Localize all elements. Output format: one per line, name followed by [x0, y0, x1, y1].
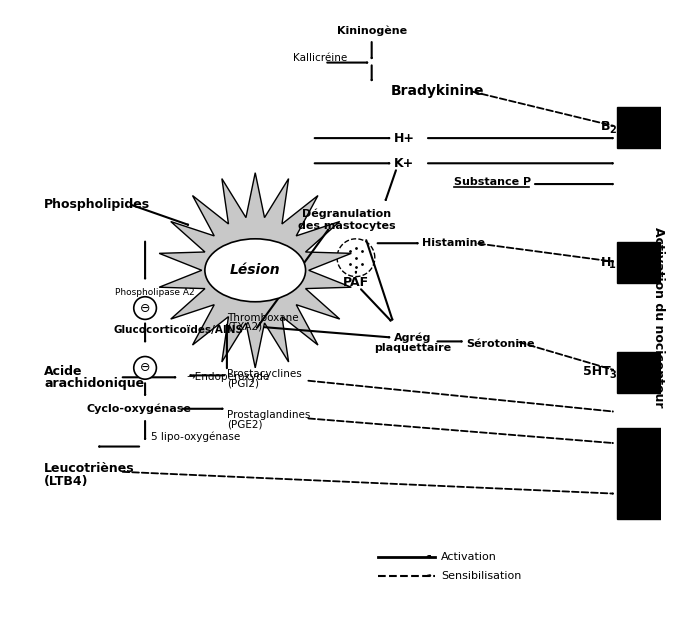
- Text: Prostaglandines: Prostaglandines: [227, 410, 310, 420]
- Text: Sensibilisation: Sensibilisation: [441, 571, 521, 580]
- Text: Kallicréine: Kallicréine: [293, 53, 347, 63]
- Text: B: B: [602, 120, 611, 133]
- Text: 5HT: 5HT: [583, 364, 611, 377]
- Text: 3: 3: [610, 370, 617, 380]
- Text: Histamine: Histamine: [422, 238, 485, 248]
- Text: Lésion: Lésion: [230, 264, 281, 277]
- Text: (LTB4): (LTB4): [44, 474, 89, 488]
- Text: des mastocytes: des mastocytes: [298, 221, 395, 231]
- Text: plaquettaire: plaquettaire: [374, 343, 451, 352]
- Text: Agrég: Agrég: [394, 332, 431, 343]
- Polygon shape: [159, 173, 351, 368]
- Bar: [617, 352, 661, 393]
- Text: H+: H+: [394, 131, 414, 145]
- Bar: [617, 242, 661, 283]
- Text: Cyclo-oxygénase: Cyclo-oxygénase: [87, 403, 191, 414]
- Text: Kininogène: Kininogène: [337, 26, 407, 36]
- Text: Activation: Activation: [441, 552, 497, 562]
- Text: Sérotonine: Sérotonine: [466, 339, 534, 349]
- Text: Leucotriènes: Leucotriènes: [44, 462, 135, 475]
- Text: (TXA2): (TXA2): [227, 322, 262, 332]
- Text: →Endoperoxyde: →Endoperoxyde: [186, 372, 270, 382]
- Text: 1: 1: [609, 260, 616, 271]
- Text: Acide: Acide: [44, 364, 83, 377]
- Text: 2: 2: [609, 125, 616, 135]
- Bar: [617, 427, 661, 519]
- Text: Phospholipase A2: Phospholipase A2: [115, 288, 194, 297]
- Ellipse shape: [205, 239, 306, 302]
- Circle shape: [134, 356, 157, 379]
- Text: (PGE2): (PGE2): [227, 420, 263, 429]
- Text: ⊖: ⊖: [140, 302, 150, 314]
- Text: Prostacyclines: Prostacyclines: [227, 369, 301, 379]
- Circle shape: [134, 297, 157, 319]
- Text: Glucocorticoïdes/AINS: Glucocorticoïdes/AINS: [114, 325, 244, 335]
- Bar: [617, 107, 661, 147]
- Text: Substance P: Substance P: [453, 177, 531, 187]
- Text: Thromboxane: Thromboxane: [227, 312, 299, 323]
- Text: 5 lipo-oxygénase: 5 lipo-oxygénase: [151, 432, 240, 443]
- Text: Phospholipides: Phospholipides: [44, 197, 150, 211]
- Text: (PGI2): (PGI2): [227, 378, 259, 389]
- Text: Dégranulation: Dégranulation: [302, 208, 391, 219]
- Text: Bradykinine: Bradykinine: [391, 84, 484, 98]
- Text: PAF: PAF: [343, 276, 369, 290]
- Text: arachidonique: arachidonique: [44, 377, 145, 390]
- Text: K+: K+: [394, 157, 414, 170]
- Text: H: H: [601, 256, 611, 269]
- Text: Activation du nocicepteur: Activation du nocicepteur: [651, 227, 665, 408]
- Text: ⊖: ⊖: [140, 361, 150, 375]
